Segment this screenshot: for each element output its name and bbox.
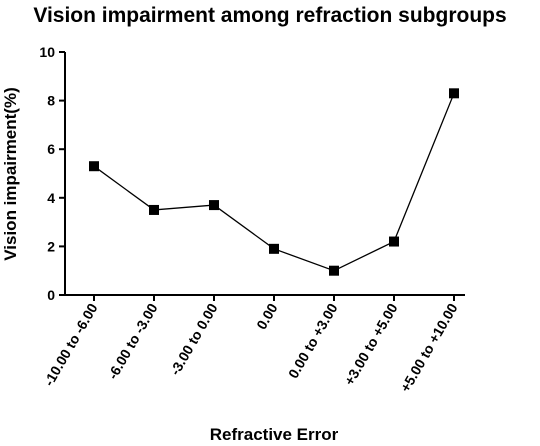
y-ticks: 0 2 4 6 8 10: [39, 44, 65, 303]
x-tick-label: -3.00 to 0.00: [167, 300, 221, 378]
x-tick-label: 0.00: [253, 300, 281, 332]
y-tick-label: 10: [39, 44, 55, 60]
x-axis-label: Refractive Error: [210, 425, 339, 444]
data-point: [209, 200, 219, 211]
x-tick-label: +5.00 to +10.00: [397, 300, 461, 394]
data-point: [329, 265, 339, 276]
axes: [64, 52, 465, 296]
series: [89, 88, 459, 276]
data-point: [269, 243, 279, 254]
x-tick-label: 0.00 to +3.00: [285, 300, 341, 381]
x-tick-label: -6.00 to -3.00: [104, 300, 160, 382]
x-ticks: -10.00 to -6.00 -6.00 to -3.00 -3.00 to 0.…: [40, 295, 461, 395]
y-tick-label: 2: [47, 238, 55, 254]
y-tick-label: 4: [47, 190, 55, 206]
data-point: [149, 204, 159, 215]
x-tick-label: -10.00 to -6.00: [40, 300, 100, 388]
data-point: [449, 88, 459, 99]
y-axis-label: Vision impairment(%): [1, 87, 20, 261]
x-tick-label: +3.00 to +5.00: [341, 300, 401, 388]
chart-title: Vision impairment among refraction subgr…: [33, 4, 506, 27]
data-point: [89, 161, 99, 172]
data-point: [389, 236, 399, 247]
y-tick-label: 0: [47, 287, 55, 303]
y-tick-label: 8: [47, 93, 55, 109]
y-tick-label: 6: [47, 141, 55, 157]
